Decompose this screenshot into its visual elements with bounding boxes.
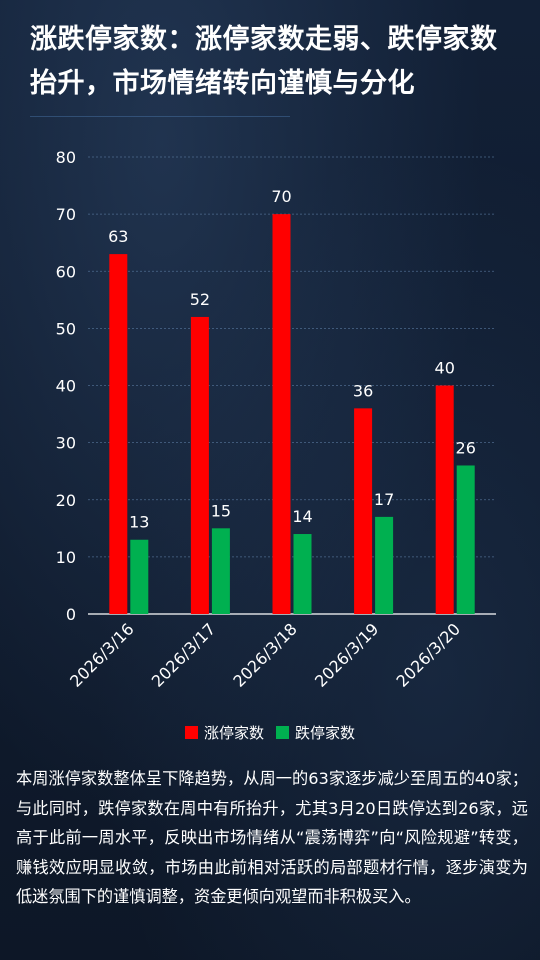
x-tick-label: 2026/3/19 (311, 619, 382, 690)
bar-down (375, 516, 394, 614)
decorative-line (30, 116, 290, 117)
bar-down (456, 465, 475, 614)
legend-swatch-down (276, 726, 289, 739)
y-tick-label: 80 (56, 148, 76, 167)
bar-up (190, 316, 209, 614)
y-tick-label: 60 (56, 262, 76, 281)
bar-up (354, 408, 373, 614)
y-tick-label: 10 (56, 548, 76, 567)
legend-label-down: 跌停家数 (295, 724, 356, 742)
y-tick-label: 20 (56, 491, 76, 510)
x-tick-label: 2026/3/18 (229, 619, 300, 690)
y-tick-label: 50 (56, 319, 76, 338)
bar-down (130, 539, 149, 614)
description-text: 本周涨停家数整体呈下降趋势，从周一的63家逐步减少至周五的40家；与此同时，跌停… (16, 769, 528, 906)
legend-label-up: 涨停家数 (203, 724, 264, 742)
legend-swatch-up (184, 726, 198, 739)
data-label-down: 15 (211, 501, 231, 520)
bar-down (293, 534, 312, 614)
data-label-up: 52 (190, 290, 210, 309)
legend-item-down: 跌停家数 (276, 722, 355, 743)
data-label-up: 63 (108, 227, 128, 246)
y-tick-label: 40 (56, 377, 76, 396)
data-label-up: 40 (435, 359, 455, 378)
data-label-down: 14 (292, 507, 312, 526)
bar-up (109, 254, 128, 615)
bar-up (272, 214, 291, 614)
x-tick-label: 2026/3/17 (148, 619, 219, 690)
y-tick-label: 0 (66, 605, 76, 624)
chart-legend: 涨停家数 跌停家数 (0, 722, 540, 743)
data-label-down: 26 (456, 438, 476, 457)
y-tick-label: 30 (56, 434, 76, 453)
bar-down (211, 528, 230, 614)
data-label-up: 70 (271, 187, 291, 206)
y-tick-label: 70 (56, 205, 76, 224)
page-title: 涨跌停家数：涨停家数走弱、跌停家数抬升，市场情绪转向谨慎与分化 (30, 24, 498, 99)
bar-up (435, 385, 454, 614)
data-label-down: 17 (374, 490, 394, 509)
data-label-down: 13 (129, 513, 149, 532)
bar-chart: 0 10 20 30 40 50 60 70 80 63 13 2026/3/16 52 15 2026/3… (56, 148, 496, 691)
x-tick-label: 2026/3/16 (66, 619, 137, 690)
x-tick-label: 2026/3/20 (393, 619, 464, 690)
data-label-up: 36 (353, 381, 373, 400)
legend-item-up: 涨停家数 (184, 722, 264, 743)
